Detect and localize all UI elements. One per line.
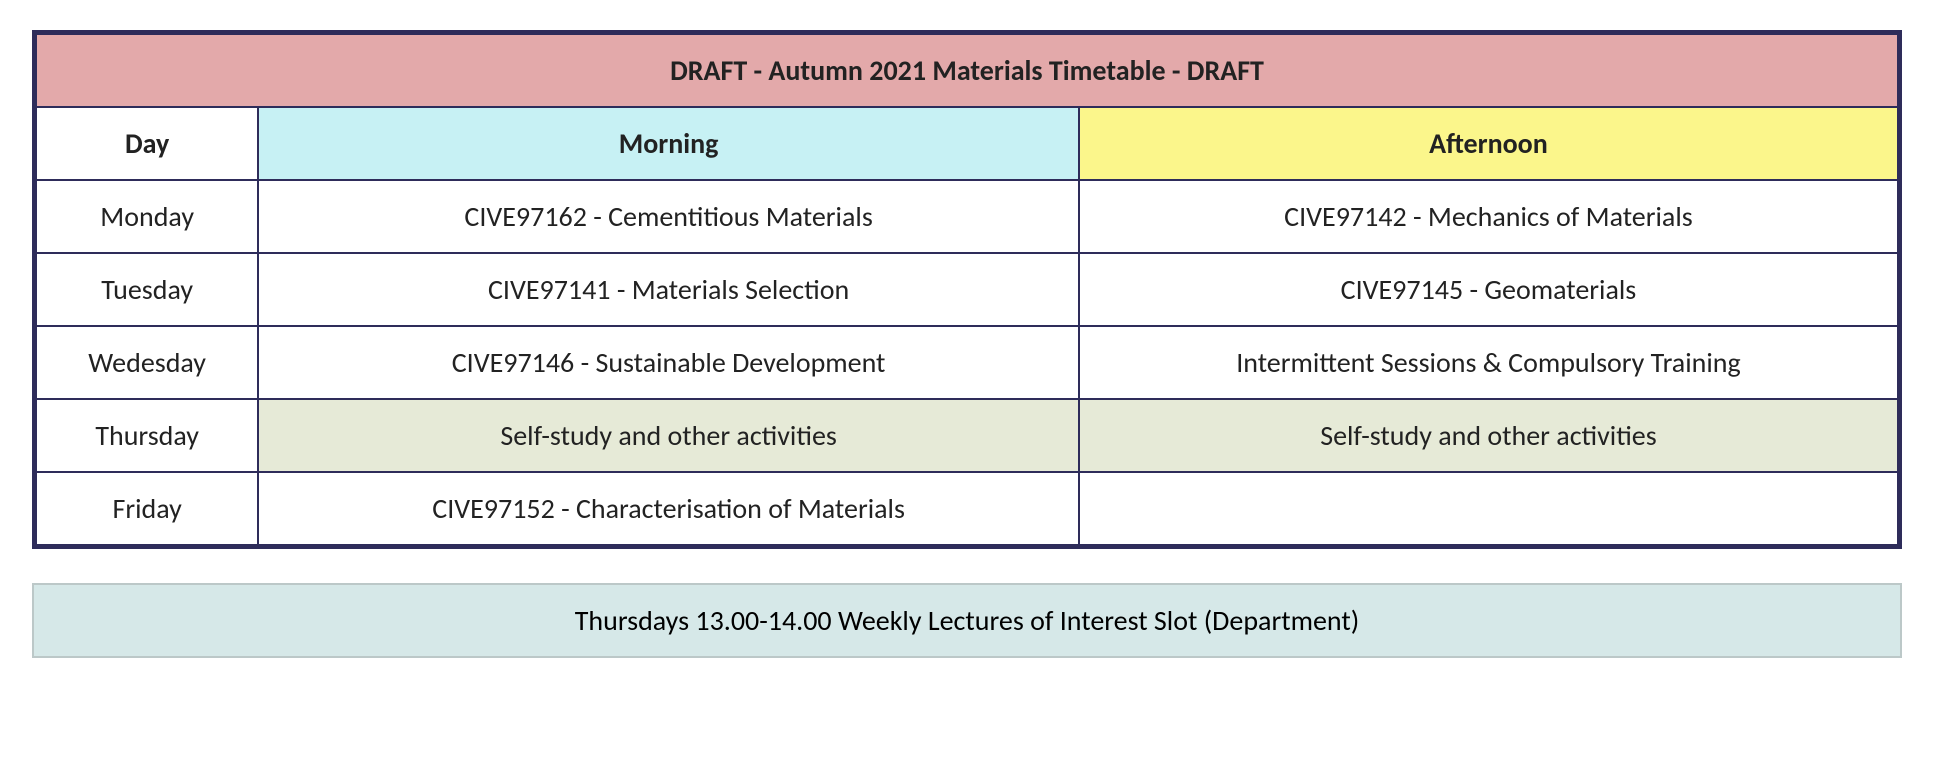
header-morning: Morning: [258, 107, 1079, 180]
morning-cell: CIVE97152 - Characterisation of Material…: [258, 472, 1079, 547]
morning-cell: Self-study and other activities: [258, 399, 1079, 472]
afternoon-cell: CIVE97142 - Mechanics of Materials: [1079, 180, 1900, 253]
morning-cell: CIVE97146 - Sustainable Development: [258, 326, 1079, 399]
day-cell: Friday: [35, 472, 259, 547]
day-cell: Wedesday: [35, 326, 259, 399]
afternoon-cell: Intermittent Sessions & Compulsory Train…: [1079, 326, 1900, 399]
day-cell: Tuesday: [35, 253, 259, 326]
afternoon-cell: [1079, 472, 1900, 547]
footer-note-table: Thursdays 13.00-14.00 Weekly Lectures of…: [32, 583, 1902, 658]
footer-note: Thursdays 13.00-14.00 Weekly Lectures of…: [33, 584, 1901, 657]
day-cell: Thursday: [35, 399, 259, 472]
day-cell: Monday: [35, 180, 259, 253]
header-day: Day: [35, 107, 259, 180]
afternoon-cell: CIVE97145 - Geomaterials: [1079, 253, 1900, 326]
table-title: DRAFT - Autumn 2021 Materials Timetable …: [35, 33, 1900, 108]
timetable: DRAFT - Autumn 2021 Materials Timetable …: [32, 30, 1902, 549]
morning-cell: CIVE97141 - Materials Selection: [258, 253, 1079, 326]
morning-cell: CIVE97162 - Cementitious Materials: [258, 180, 1079, 253]
afternoon-cell: Self-study and other activities: [1079, 399, 1900, 472]
header-afternoon: Afternoon: [1079, 107, 1900, 180]
